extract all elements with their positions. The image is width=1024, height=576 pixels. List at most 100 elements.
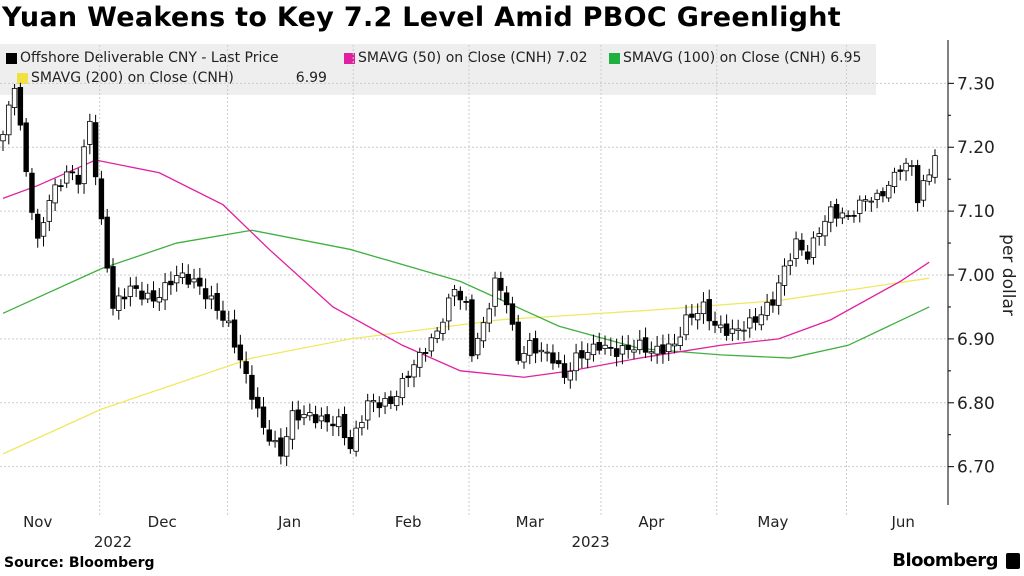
candle <box>255 396 261 409</box>
candle <box>359 422 365 429</box>
candle <box>312 414 319 424</box>
candle <box>98 178 105 220</box>
candle <box>260 406 267 428</box>
legend-value: 6.99 <box>295 70 327 86</box>
candle <box>752 316 759 323</box>
candle <box>185 273 191 285</box>
candle <box>718 324 724 329</box>
candle <box>874 192 880 200</box>
candle <box>723 323 730 336</box>
candle <box>162 282 168 301</box>
candle <box>689 313 695 318</box>
candle <box>839 212 846 219</box>
candle <box>920 180 927 201</box>
x-tick-label: Jan <box>277 513 301 531</box>
candle <box>637 339 643 351</box>
candle <box>527 340 533 356</box>
candle <box>503 292 510 306</box>
candle <box>469 299 475 357</box>
candle <box>417 352 423 368</box>
candle <box>862 199 869 202</box>
candle <box>480 322 487 342</box>
candle <box>851 214 857 217</box>
candle <box>75 174 81 185</box>
candle <box>666 343 672 353</box>
x-tick-label: Apr <box>638 513 665 531</box>
candle <box>532 338 539 354</box>
candle <box>885 184 892 199</box>
x-tick-label: Dec <box>148 513 177 531</box>
legend-value: 7.02 <box>556 50 588 66</box>
x-tick-label: Nov <box>23 513 52 531</box>
candle <box>521 352 527 363</box>
candle <box>891 171 898 188</box>
candle <box>602 344 608 349</box>
candle <box>758 314 765 326</box>
candle <box>613 348 620 357</box>
candle <box>822 220 828 237</box>
legend-item-price: Offshore Deliverable CNY - Last Price <box>6 50 279 66</box>
candle <box>845 215 851 217</box>
candle <box>249 374 255 400</box>
price-swatch-icon <box>6 52 17 64</box>
chart-title: Yuan Weakens to Key 7.2 Level Amid PBOC … <box>2 2 842 33</box>
candle <box>515 321 521 361</box>
candle <box>492 277 498 307</box>
candle <box>35 213 41 239</box>
candle <box>677 336 683 346</box>
y-axis-label: per dollar <box>998 234 1018 316</box>
candle <box>926 174 932 182</box>
candle <box>897 169 903 172</box>
candle <box>498 277 504 291</box>
candle <box>307 412 313 417</box>
candle <box>787 260 793 266</box>
candle <box>868 200 875 203</box>
sma200-swatch-icon <box>17 72 28 84</box>
candle <box>168 280 174 286</box>
legend-item-sma50: SMAVG (50) on Close (CNH) 7.02 <box>344 50 588 66</box>
candle <box>642 337 649 353</box>
candle <box>272 440 278 443</box>
candle <box>29 172 35 213</box>
legend-value: 6.95 <box>830 50 862 66</box>
y-tick-label: 6.70 <box>957 458 995 478</box>
candle <box>451 289 458 297</box>
candle <box>903 162 909 172</box>
legend-label: Offshore Deliverable CNY - Last Price <box>20 50 279 66</box>
candle <box>191 278 197 283</box>
candle <box>579 350 585 359</box>
candle <box>226 320 232 324</box>
candle <box>735 328 741 331</box>
candle <box>671 343 678 347</box>
candle <box>509 303 516 325</box>
candle <box>6 104 12 136</box>
candle <box>330 423 336 427</box>
candle <box>584 352 591 360</box>
candle <box>556 360 562 365</box>
candle <box>833 204 840 219</box>
candle <box>133 285 139 289</box>
candle <box>660 344 666 354</box>
candle <box>596 341 602 351</box>
candle <box>608 346 614 349</box>
candle <box>828 206 834 223</box>
candle <box>561 363 568 378</box>
candle <box>283 436 290 457</box>
candle <box>202 288 209 300</box>
candle <box>110 266 116 309</box>
candle <box>295 409 301 421</box>
candle <box>486 308 492 324</box>
candle <box>694 313 701 321</box>
y-tick-label: 6.90 <box>957 330 995 350</box>
legend-item-sma200: SMAVG (200) on Close (CNH) 6.99 <box>17 70 327 86</box>
candle <box>770 299 776 306</box>
candle <box>776 282 782 306</box>
candle <box>816 233 822 237</box>
y-tick-label: 7.10 <box>957 202 995 222</box>
x-tick-label: Jun <box>890 513 914 531</box>
candle <box>364 400 371 421</box>
candle <box>81 146 87 185</box>
legend-label: SMAVG (200) on Close (CNH) <box>31 70 234 86</box>
candle <box>422 352 429 354</box>
